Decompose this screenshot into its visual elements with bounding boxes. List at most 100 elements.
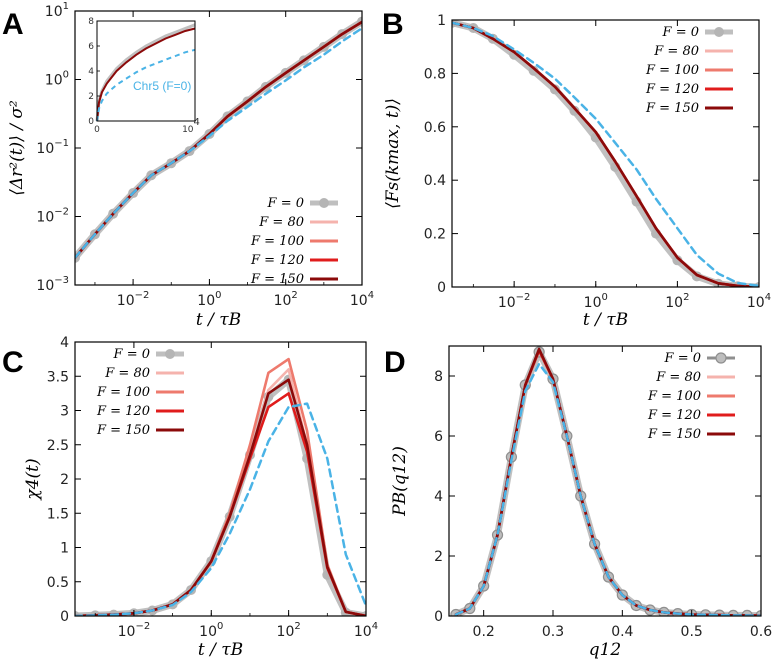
y-tick-label: 1.5	[47, 506, 69, 522]
series-line-chr5	[75, 26, 362, 259]
x-tick-label: 102	[277, 621, 301, 640]
y-tick-label: 100	[45, 70, 69, 89]
legend: F = 0 F = 80 F = 100 F = 120 F = 150	[96, 347, 184, 438]
inset-y-tick-label: 2	[88, 92, 94, 102]
inset-x-tick-label: 0	[94, 125, 100, 135]
y-tick-label: 10−2	[36, 207, 69, 226]
axes-frame	[451, 19, 760, 288]
x-axis-label: t / τB	[583, 310, 628, 330]
inset-y-tick-label: 0	[88, 117, 94, 127]
legend-label: F = 120	[96, 404, 150, 419]
y-tick-label: 0	[437, 280, 446, 296]
panel-letter: D	[384, 346, 406, 379]
legend-label: F = 100	[645, 63, 699, 78]
series-group	[452, 20, 759, 287]
series-group	[75, 357, 366, 616]
x-axis-label: q12	[589, 640, 622, 660]
legend-label: F = 80	[258, 215, 304, 230]
y-tick-label: 0.6	[424, 120, 446, 136]
y-tick-label: 0.2	[424, 227, 446, 243]
x-tick-label: 0.3	[542, 624, 564, 640]
panel-letter: C	[2, 346, 24, 379]
y-tick-label: 0	[60, 609, 69, 625]
axes-frame	[448, 345, 762, 617]
legend-label: F = 120	[250, 253, 304, 268]
y-tick-label: 2	[60, 472, 69, 488]
panel-letter: A	[2, 8, 24, 41]
legend-marker	[715, 352, 727, 364]
legend-label: F = 0	[664, 351, 701, 366]
marker-f0	[569, 105, 580, 116]
y-tick-label: 4	[60, 335, 69, 351]
y-tick-label: 101	[45, 1, 69, 20]
inset: 0 2 4 6 8 0 104 Chr5 (F=0)	[88, 17, 200, 135]
legend-label: F = 150	[250, 272, 304, 287]
legend-label: F = 100	[250, 234, 304, 249]
inset-y-tick-label: 4	[88, 67, 94, 77]
y-tick-label: 3.5	[47, 369, 69, 385]
x-axis-label: t / τB	[198, 640, 243, 660]
x-axis-label: t / τB	[196, 310, 241, 330]
x-tick-label: 102	[274, 290, 298, 309]
inset-y-tick-label: 6	[88, 42, 94, 52]
inset-series-f150	[96, 27, 196, 122]
y-tick-label: 2.5	[47, 438, 69, 454]
y-axis-label: ⟨Δr²(t)⟩ / σ²	[7, 100, 27, 196]
x-tick-label: 10−2	[498, 292, 531, 311]
legend: F = 0 F = 80 F = 100 F = 120 F = 150	[250, 196, 338, 287]
legend-label: F = 150	[647, 427, 701, 442]
inset-series-chr5	[96, 48, 196, 122]
series-line-chr5	[454, 362, 761, 616]
legend-marker	[714, 27, 724, 37]
y-tick-label: 4	[434, 489, 443, 505]
series-line-chr5	[452, 21, 759, 287]
legend-marker	[319, 198, 329, 208]
y-tick-label: 6	[434, 429, 443, 445]
y-tick-label: 1	[60, 541, 69, 557]
y-tick-label: 0.4	[424, 173, 446, 189]
legend-label: F = 150	[96, 423, 150, 438]
marker-f0	[528, 65, 539, 76]
legend-label: F = 150	[645, 101, 699, 116]
x-tick-label: 100	[199, 621, 223, 640]
panel-a: A 10−2 100 102 104 10−3 10−2 10−1 100 101 t / τB ⟨Δ…	[2, 1, 374, 330]
x-tick-label: 102	[665, 292, 689, 311]
inset-x-tick-label: 104	[182, 117, 200, 135]
legend-label: F = 0	[267, 196, 304, 211]
y-tick-label: 2	[434, 549, 443, 565]
series-line-f0	[452, 20, 759, 287]
legend-label: F = 80	[653, 44, 699, 59]
legend-marker	[165, 349, 175, 359]
legend-label: F = 120	[645, 82, 699, 97]
legend: F = 0 F = 80 F = 100 F = 120 F = 150	[645, 25, 733, 116]
panel-letter: B	[382, 8, 404, 41]
y-tick-label: 8	[434, 369, 443, 385]
x-tick-label: 104	[354, 621, 378, 640]
legend-label: F = 120	[647, 408, 701, 423]
legend-label: F = 0	[662, 25, 699, 40]
legend-label: F = 80	[104, 366, 150, 381]
y-axis-label: PB(q12)	[390, 446, 410, 517]
y-tick-label: 0	[434, 609, 443, 625]
x-tick-label: 100	[197, 290, 221, 309]
panel-c: C 10−2 100 102 104 0 0.5 1 1.5 2 2.5 3 3.5 4 t / τB χ4(…	[2, 335, 378, 660]
legend-label: F = 80	[655, 370, 701, 385]
y-axis-label: χ4(t)	[23, 458, 43, 500]
x-tick-label: 104	[747, 292, 771, 311]
x-tick-label: 104	[350, 290, 374, 309]
y-tick-label: 0.5	[47, 575, 69, 591]
y-tick-label: 3	[60, 404, 69, 420]
x-tick-label: 0.4	[611, 624, 633, 640]
panel-b: B 10−2 100 102 104 0 0.2 0.4 0.6 0.8 1 t / τB ⟨Fs(km…	[382, 8, 771, 330]
legend-label: F = 100	[647, 389, 701, 404]
y-tick-label: 0.8	[424, 66, 446, 82]
legend: F = 0 F = 80 F = 100 F = 120 F = 150	[647, 351, 735, 442]
y-tick-label: 10−1	[36, 138, 69, 157]
x-tick-label: 0.5	[681, 624, 703, 640]
series-line-f150	[452, 21, 759, 287]
series-group	[75, 16, 362, 263]
legend-label: F = 100	[96, 385, 150, 400]
inset-bg	[97, 21, 195, 121]
